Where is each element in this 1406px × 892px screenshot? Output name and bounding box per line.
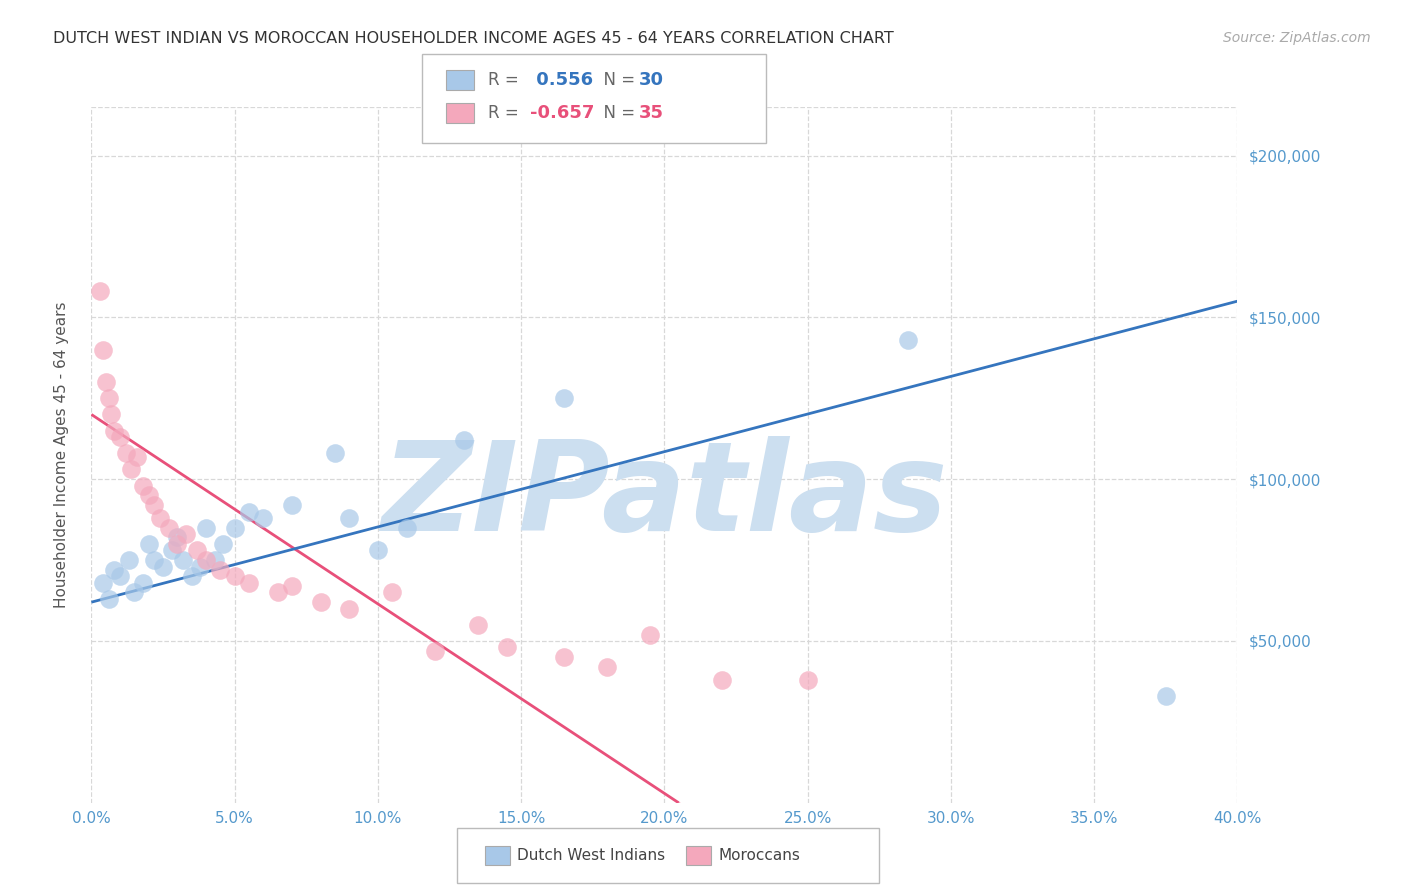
Point [796,673,818,687]
Point [180,569,202,583]
Point [238,575,260,590]
Text: N =: N = [593,71,641,89]
Point [91,343,114,357]
Point [117,553,139,567]
Point [138,537,160,551]
Point [103,424,125,438]
Point [143,553,166,567]
Point [108,569,131,583]
Point [337,601,360,615]
Point [194,553,217,567]
Point [114,446,136,460]
Point [103,563,125,577]
Text: Source: ZipAtlas.com: Source: ZipAtlas.com [1223,31,1371,45]
Point [367,543,389,558]
Text: 30: 30 [638,71,664,89]
Point [395,521,418,535]
Point [323,446,346,460]
Point [710,673,733,687]
Point [281,498,304,512]
Point [212,537,235,551]
Point [238,504,260,518]
Point [174,527,197,541]
Text: 35: 35 [638,104,664,122]
Point [309,595,332,609]
Point [143,498,166,512]
Point [638,627,661,641]
Text: DUTCH WEST INDIAN VS MOROCCAN HOUSEHOLDER INCOME AGES 45 - 64 YEARS CORRELATION : DUTCH WEST INDIAN VS MOROCCAN HOUSEHOLDE… [53,31,894,46]
Text: Dutch West Indians: Dutch West Indians [517,848,665,863]
Point [132,575,155,590]
Point [89,285,111,299]
Point [166,537,188,551]
Point [157,521,180,535]
Point [495,640,517,655]
Text: 0.556: 0.556 [530,71,593,89]
Point [337,511,360,525]
Point [160,543,183,558]
Point [97,392,120,406]
Text: Moroccans: Moroccans [718,848,800,863]
Point [166,531,188,545]
Point [188,559,211,574]
Point [453,434,475,448]
Point [596,660,619,674]
Text: ZIPatlas: ZIPatlas [381,436,948,558]
Point [467,617,489,632]
Point [224,521,246,535]
Point [1154,689,1177,703]
Point [266,585,288,599]
Point [132,478,155,492]
Point [97,591,120,606]
Point [897,333,920,347]
Point [108,430,131,444]
Point [194,521,217,535]
Point [172,553,194,567]
Point [553,392,575,406]
Point [124,585,146,599]
Point [553,650,575,665]
Point [252,511,274,525]
Point [121,462,143,476]
Point [381,585,404,599]
Y-axis label: Householder Income Ages 45 - 64 years: Householder Income Ages 45 - 64 years [55,301,69,608]
Point [127,450,149,464]
Point [94,375,117,389]
Point [423,643,446,657]
Point [149,511,172,525]
Point [91,575,114,590]
Point [224,569,246,583]
Text: R =: R = [488,104,524,122]
Point [204,553,226,567]
Text: R =: R = [488,71,524,89]
Point [100,408,122,422]
Text: -0.657: -0.657 [530,104,595,122]
Point [209,563,232,577]
Text: N =: N = [593,104,641,122]
Point [186,543,208,558]
Point [281,579,304,593]
Point [138,488,160,502]
Point [152,559,174,574]
